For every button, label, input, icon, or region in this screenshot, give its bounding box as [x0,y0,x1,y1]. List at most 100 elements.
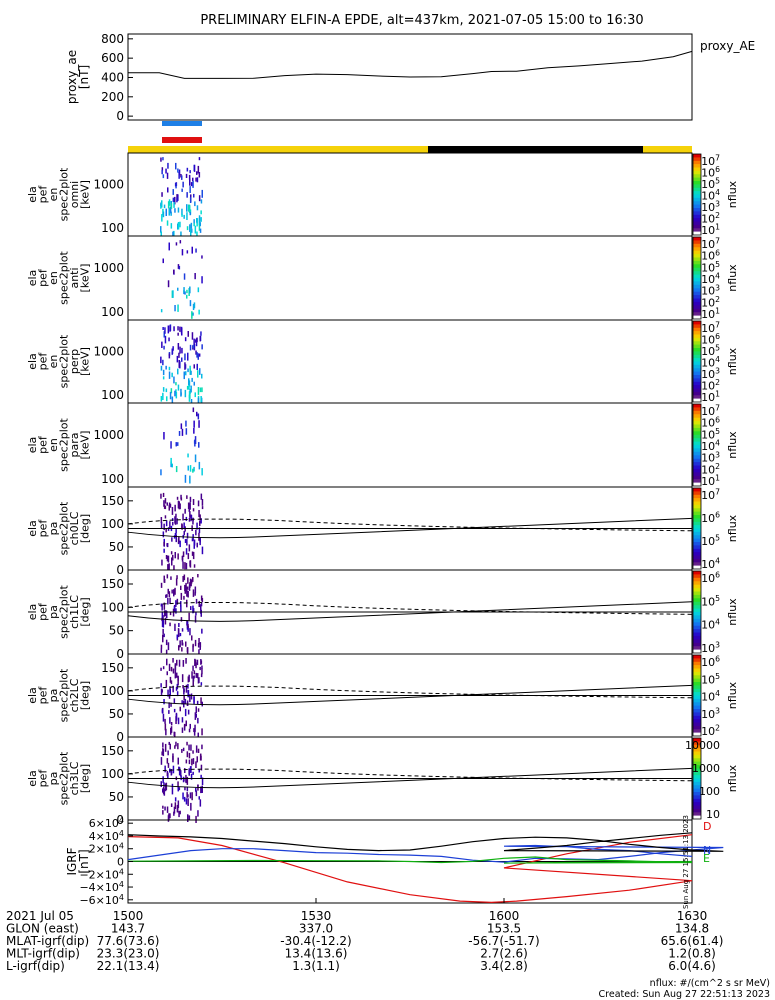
spectrogram-cell [176,634,178,639]
colorbar-segment [693,174,701,179]
panel-axis-label: spec2plot [58,751,71,805]
colorbar-segment [693,475,701,480]
spectrogram-cell [175,608,177,614]
colorbar-segment [693,410,701,415]
spectrogram-cell [175,242,178,246]
spectrogram-cell [200,396,202,403]
spectrogram-cell [188,503,190,512]
spectrogram-cell [178,811,180,818]
panel-axis-label: anti [68,267,81,288]
spectrogram-cell [197,165,200,174]
spectrogram-cell [172,231,174,237]
spectrogram-cell [168,710,170,714]
colorbar-segment [693,605,701,610]
spectrogram-cell [164,498,167,504]
spectrogram-cell [165,365,167,370]
spectrogram-cell [200,595,203,601]
spectrogram-cell [160,231,162,237]
spectrogram-cell [184,539,187,543]
spectrogram-cell [168,702,170,709]
panel-axis-label: [deg] [79,597,92,626]
colorbar-segment [693,337,701,342]
spectrogram-cell [182,660,185,667]
colorbar-segment [693,482,701,487]
pa-tick-label: 100 [101,684,124,698]
pa-tick-label: 150 [101,494,124,508]
spectrogram-cell [166,220,169,226]
colorbar-segment [693,646,701,651]
spectrogram-cell [190,579,193,584]
colorbar-segment [693,618,701,623]
spectrogram-cell [162,531,165,538]
spectrogram-cell [187,683,189,689]
colorbar-segment [693,504,701,509]
table-cell: 6.0(4.6) [668,959,716,973]
blue-orbit-bar [162,121,202,126]
spectrogram-cell [183,273,186,280]
spectrogram-cell [174,516,176,524]
spectrogram-cell [181,628,184,632]
spectrogram-cell [198,600,200,607]
spectrogram-cell [164,806,166,811]
spectrogram-cell [174,672,177,679]
spectrogram-cell [198,215,201,223]
spectrogram-cell [173,269,175,274]
spectrogram-cell [169,206,172,214]
spectrogram-cell [198,527,201,534]
colorbar-tick-label: 104 [701,617,720,631]
spectrogram-cell [191,246,193,254]
spectrogram-cell [163,788,166,796]
colorbar-segment [693,184,701,189]
spectrogram-cell [187,814,189,822]
spectrogram-cell [198,532,200,541]
panel-axis-label: para [68,433,81,458]
red-orbit-bar [162,137,202,143]
spectrogram-cell [185,548,188,555]
spectrogram-cell [190,385,192,393]
pa-tick-label: 150 [101,661,124,675]
pa-tick-label: 150 [101,744,124,758]
spectrogram-cell [170,680,173,685]
spectrogram-cell [185,658,187,664]
colorbar-segment [693,278,701,282]
spectrogram-cell [193,541,195,549]
panel-axis-label: pef [37,769,50,788]
spectrogram-cell [192,407,195,413]
spectrogram-cell [177,800,180,809]
spectrogram-cell [187,453,189,458]
spectrogram-cell [192,180,194,188]
colorbar-segment [693,288,701,293]
spectrogram-cell [170,388,173,394]
spectrogram-cell [160,493,162,499]
spectrogram-cell [160,757,163,765]
spectrogram-cell [194,615,197,623]
spectrogram-cell [163,633,165,638]
igrf-legend-d: D [703,820,711,833]
proxy-ae-legend: proxy_AE [700,39,755,53]
panel-axis-label: [deg] [79,764,92,793]
panel-axis-label: pa [47,605,60,619]
spectrogram-cell [161,167,164,171]
spectrogram-cell [195,815,197,823]
colorbar-segment [693,445,701,449]
spectrogram-cell [177,264,180,269]
anti-loss-cone-line [127,685,693,699]
spectrogram-cell [197,387,200,395]
spectrogram-cell [175,713,178,721]
colorbar-segment [693,331,701,336]
colorbar-segment [693,378,701,383]
spectrogram-cell [187,690,190,698]
spectrogram-cell [183,725,186,731]
spectrogram-cell [192,577,194,582]
spectrogram-cell [200,786,202,794]
pa-tick-label: 0 [116,813,124,827]
colorbar-segment [693,312,701,317]
colorbar-segment [693,738,701,742]
spectrogram-cell [190,182,193,187]
igrf-tick-label: −6×104 [79,893,124,907]
igrf-tick-label: 0 [117,856,124,869]
colorbar-segment [693,194,701,199]
colorbar-segment [693,702,701,707]
spectrogram-cell [192,676,195,682]
colorbar-segment [693,615,701,620]
